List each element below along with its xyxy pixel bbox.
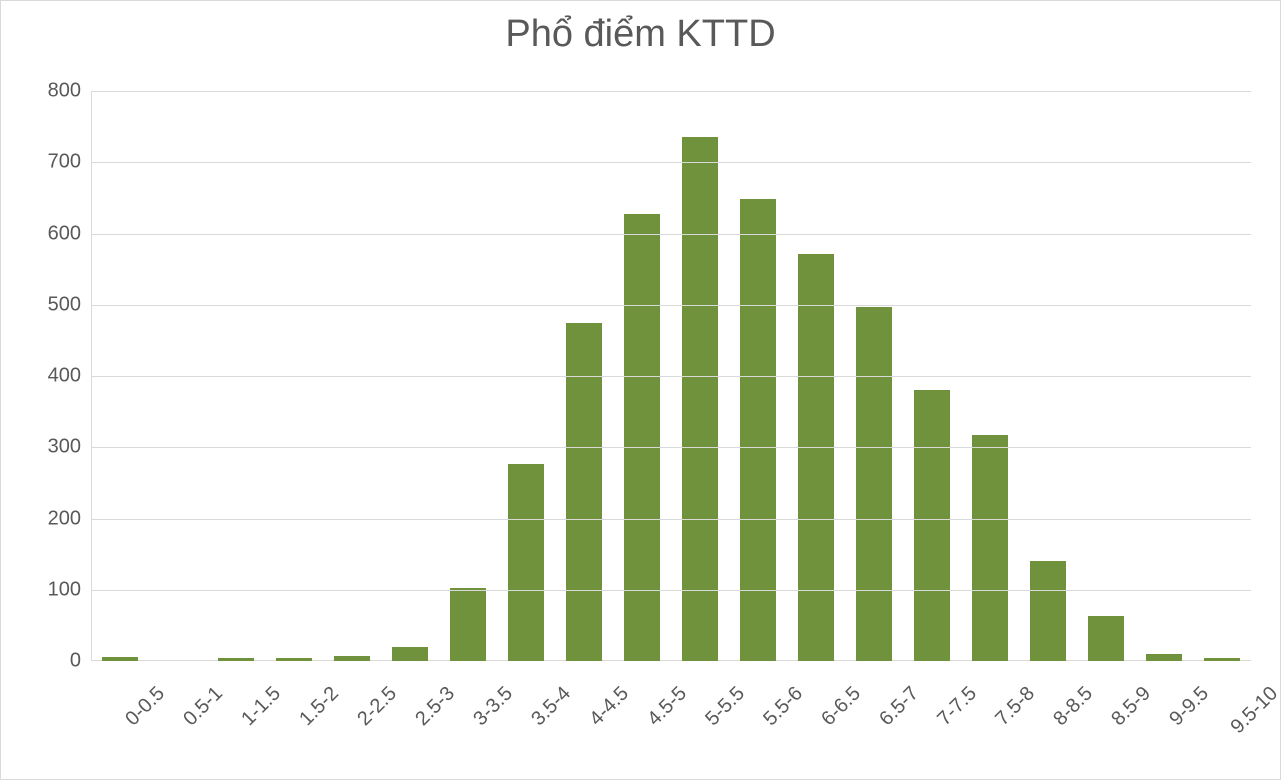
- x-tick-label: 7-7.5: [933, 682, 982, 731]
- gridline: [91, 447, 1251, 448]
- y-tick-label: 300: [1, 436, 81, 459]
- bar: [450, 588, 486, 661]
- bar: [218, 658, 254, 661]
- x-tick-label: 3-3.5: [469, 682, 518, 731]
- y-tick-label: 400: [1, 365, 81, 388]
- bar: [102, 657, 138, 661]
- bar: [856, 307, 892, 661]
- bar: [392, 647, 428, 661]
- y-tick-label: 200: [1, 507, 81, 530]
- x-tick-label: 9-9.5: [1165, 682, 1214, 731]
- y-tick-label: 600: [1, 222, 81, 245]
- gridline: [91, 519, 1251, 520]
- bar: [914, 390, 950, 661]
- bar: [508, 464, 544, 661]
- chart-title: Phổ điểm KTTD: [1, 13, 1280, 56]
- x-tick-label: 5-5.5: [701, 682, 750, 731]
- x-tick-label: 0.5-1: [179, 682, 228, 731]
- x-tick-label: 2-2.5: [353, 682, 402, 731]
- plot-area: [91, 91, 1251, 661]
- y-tick-label: 500: [1, 293, 81, 316]
- y-tick-label: 0: [1, 650, 81, 673]
- gridline: [91, 234, 1251, 235]
- bar: [740, 199, 776, 661]
- bar: [624, 214, 660, 661]
- bar: [1146, 654, 1182, 661]
- x-tick-label: 1.5-2: [295, 682, 344, 731]
- x-tick-label: 4.5-5: [643, 682, 692, 731]
- gridline: [91, 91, 1251, 92]
- x-tick-label: 0-0.5: [121, 682, 170, 731]
- bar: [334, 656, 370, 661]
- gridline: [91, 305, 1251, 306]
- bar: [682, 137, 718, 661]
- x-tick-label: 5.5-6: [759, 682, 808, 731]
- x-tick-label: 8-8.5: [1049, 682, 1098, 731]
- bar: [798, 254, 834, 661]
- x-tick-label: 8.5-9: [1107, 682, 1156, 731]
- bar: [1088, 616, 1124, 661]
- x-tick-label: 1-1.5: [237, 682, 286, 731]
- x-tick-label: 6-6.5: [817, 682, 866, 731]
- y-tick-label: 700: [1, 151, 81, 174]
- bar: [1030, 561, 1066, 661]
- gridline: [91, 376, 1251, 377]
- x-tick-label: 9.5-10: [1226, 682, 1281, 738]
- y-tick-label: 800: [1, 80, 81, 103]
- x-tick-label: 4-4.5: [585, 682, 634, 731]
- x-tick-label: 6.5-7: [875, 682, 924, 731]
- gridline: [91, 162, 1251, 163]
- bar: [972, 435, 1008, 661]
- chart-container: Phổ điểm KTTD 0 100 200 300 400 500 600 700 800 0…: [0, 0, 1281, 780]
- x-tick-label: 3.5-4: [527, 682, 576, 731]
- x-tick-label: 7.5-8: [991, 682, 1040, 731]
- gridline: [91, 590, 1251, 591]
- bar: [276, 658, 312, 661]
- bar: [1204, 658, 1240, 661]
- y-tick-label: 100: [1, 578, 81, 601]
- bar: [566, 323, 602, 661]
- x-tick-label: 2.5-3: [411, 682, 460, 731]
